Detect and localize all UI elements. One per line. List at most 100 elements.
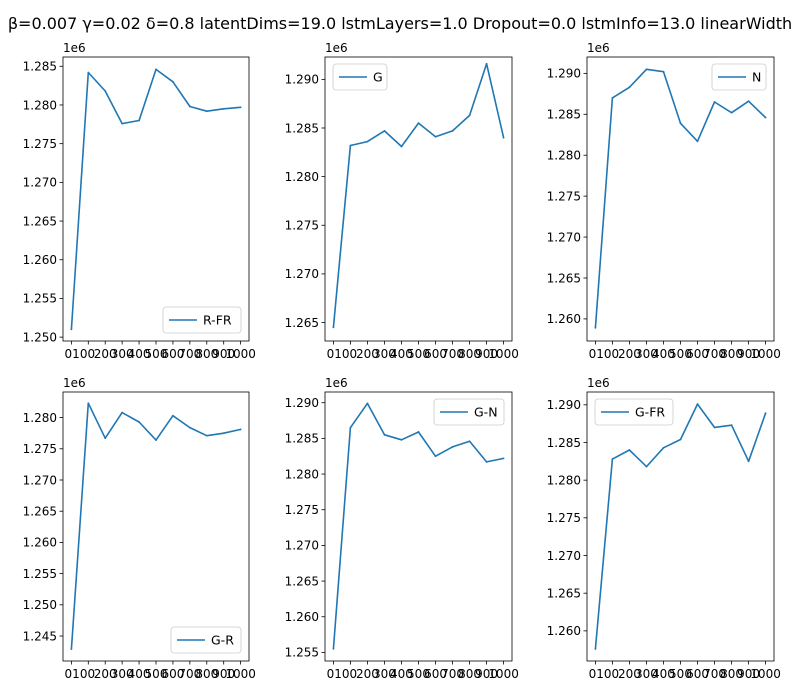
x-tick-label: 0100 [65,667,96,681]
y-tick-label: 1.265 [23,214,57,228]
x-tick-label: 500 [669,347,692,361]
x-tick-label: 1000 [225,667,256,681]
data-point [434,455,437,458]
data-point [87,402,90,405]
data-point [747,460,750,463]
data-point [400,438,403,441]
y-tick-label: 1.285 [547,436,581,450]
legend-box [594,398,674,426]
y-tick-label: 1.285 [285,432,319,446]
x-tick-label: 200 [618,347,641,361]
y-tick-label: 1.290 [547,67,581,81]
data-point [628,86,631,89]
y-tick-label: 1.270 [23,176,57,190]
data-point [485,461,488,463]
data-point [87,71,90,74]
x-tick-label: 600 [424,347,447,361]
legend: G-R [170,626,242,654]
x-tick-label: 700 [178,347,201,361]
legend: N [711,63,767,91]
data-point [594,648,597,650]
y-tick-label: 1.285 [23,60,57,74]
subplot-3: 1.260 1.265 1.270 1.275 1.280 1.285 1.290 01002… [547,41,781,361]
x-tick-label: 200 [356,667,379,681]
data-point [696,403,699,405]
x-tick-label: 1000 [750,667,781,681]
data-point [502,136,505,139]
data-point [730,111,733,114]
x-tick-label: 400 [128,347,151,361]
x-tick-label: 300 [635,667,658,681]
subplot-grid: 1.250 1.255 1.260 1.265 1.270 1.275 1.280 1.285… [23,41,781,681]
x-tick-label: 900 [212,347,235,361]
x-tick-label: 0100 [65,347,96,361]
x-tick-label: 1000 [488,347,519,361]
data-point [205,434,208,437]
legend: G-FR [594,398,674,426]
data-point [485,62,488,65]
y-tick-label: 1.260 [547,624,581,638]
x-tick-label: 600 [161,667,184,681]
x-tick-label: 400 [390,347,413,361]
data-point [502,457,505,460]
subplot-1: 1.250 1.255 1.260 1.265 1.270 1.275 1.280 1.285… [23,41,256,361]
y-tick-label: 1.255 [23,292,57,306]
data-point [645,465,648,468]
subplot-6: 1.260 1.265 1.270 1.275 1.280 1.285 1.290 01002… [547,376,781,681]
data-point [662,446,665,449]
y-tick-label: 1.270 [23,473,57,487]
x-tick-label: 300 [111,667,134,681]
y-tick-label: 1.260 [23,536,57,550]
legend: G [332,63,388,91]
x-tick-label: 500 [407,667,430,681]
x-tick-label: 400 [128,667,151,681]
x-tick-label: 200 [618,667,641,681]
data-point [400,145,403,148]
y-tick-label: 1.265 [547,586,581,600]
x-tick-label: 500 [669,667,692,681]
x-tick-label: 400 [390,667,413,681]
x-tick-label: 400 [652,347,675,361]
y-tick-label: 1.290 [285,73,319,87]
data-point [121,411,124,414]
data-point [468,440,471,443]
x-tick-label: 500 [407,347,430,361]
y-tick-label: 1.260 [285,610,319,624]
data-point [138,119,140,122]
x-tick-label: 900 [737,667,760,681]
data-point [349,144,352,147]
data-point [764,412,767,414]
data-point [172,414,174,417]
y-tick-label: 1.275 [23,137,57,151]
data-point [611,97,614,99]
data-point [645,68,648,71]
legend-label: G-FR [635,405,665,420]
y-tick-label: 1.270 [285,267,319,281]
y-tick-label: 1.265 [547,271,581,285]
y-offset-label: 1e6 [325,376,348,390]
y-tick-label: 1.275 [547,511,581,525]
subplot-4: 1.245 1.250 1.255 1.260 1.265 1.270 1.275 1.280… [23,376,256,681]
y-tick-label: 1.250 [23,598,57,612]
data-point [104,90,107,92]
y-tick-label: 1.270 [547,230,581,244]
x-tick-label: 1000 [225,347,256,361]
y-tick-label: 1.255 [285,646,319,660]
legend-label: R-FR [203,313,232,328]
data-point [713,101,716,103]
legend-label: G-N [474,405,498,420]
x-tick-label: 500 [145,347,168,361]
x-tick-label: 300 [373,667,396,681]
x-tick-label: 800 [195,667,218,681]
data-point [239,106,242,109]
subplot-2: 1.265 1.270 1.275 1.280 1.285 1.290 0100200300… [285,41,519,361]
y-tick-label: 1.285 [285,121,319,135]
x-tick-label: 800 [720,347,743,361]
x-tick-label: 700 [703,667,726,681]
data-point [383,433,386,436]
x-tick-label: 0100 [589,667,620,681]
x-tick-label: 600 [424,667,447,681]
data-point [383,130,386,132]
